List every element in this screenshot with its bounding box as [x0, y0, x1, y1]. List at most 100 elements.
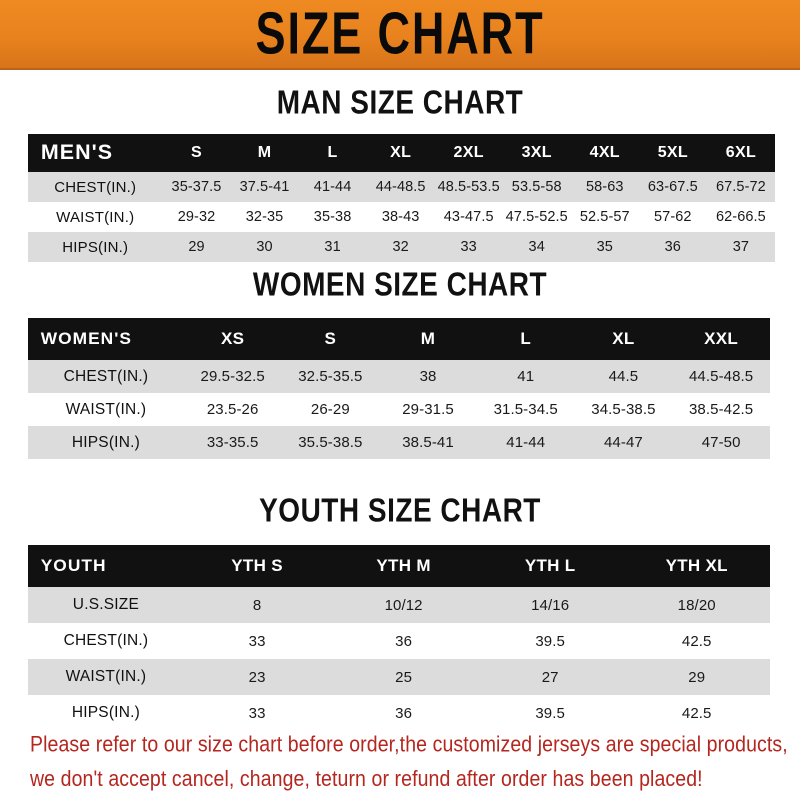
measurement-cell: 53.5-58 [511, 179, 562, 195]
column-header: 4XL [589, 144, 620, 161]
youth-section-title: YOUTH SIZE CHART [259, 492, 541, 529]
measurement-cell: 29-32 [177, 209, 216, 225]
column-header: 6XL [725, 144, 757, 161]
measurement-cell: 10/12 [384, 596, 423, 614]
measurement-cell: 35-38 [313, 209, 352, 225]
measurement-cell: 39.5 [535, 632, 565, 650]
table-row: WAIST(IN.) 23 25 27 29 [28, 659, 770, 695]
measurement-cell: 47-50 [701, 434, 741, 451]
row-label: HIPS(IN.) [62, 238, 129, 256]
measurement-cell: 44.5 [608, 368, 639, 385]
women-size-table: WOMEN'S XS S M L XL XXL CHEST(IN.) 29.5-32.5 32.5… [28, 318, 770, 459]
measurement-cell: 25 [395, 668, 413, 686]
column-header: 3XL [521, 144, 552, 161]
table-header-row: MEN'S S M L XL 2XL 3XL 4XL 5XL 6XL [28, 134, 775, 172]
measurement-cell: 39.5 [535, 704, 565, 722]
measurement-cell: 35.5-38.5 [298, 434, 363, 451]
row-label: U.S.SIZE [72, 596, 139, 613]
measurement-cell: 42.5 [681, 704, 712, 722]
measurement-cell: 47.5-52.5 [505, 209, 568, 225]
measurement-cell: 31.5-34.5 [493, 401, 558, 418]
column-header: M [420, 329, 436, 348]
order-policy-note-line1: Please refer to our size chart before or… [30, 732, 788, 758]
banner-title: SIZE CHART [255, 0, 545, 67]
measurement-cell: 18/20 [677, 596, 716, 614]
man-size-table: MEN'S S M L XL 2XL 3XL 4XL 5XL 6XL CHEST(IN.) 35-37… [28, 134, 775, 262]
row-label: HIPS(IN.) [71, 704, 140, 721]
table-row: HIPS(IN.) 29 30 31 32 33 34 35 36 37 [28, 232, 775, 262]
measurement-cell: 41 [517, 368, 535, 385]
measurement-cell: 30 [256, 239, 273, 255]
measurement-cell: 52.5-57 [579, 209, 630, 225]
measurement-cell: 33 [248, 632, 266, 650]
measurement-cell: 36 [664, 239, 681, 255]
row-label: CHEST(IN.) [54, 178, 137, 196]
column-header: 5XL [657, 144, 688, 161]
row-label: WAIST(IN.) [65, 400, 147, 418]
page-banner: SIZE CHART [0, 0, 800, 70]
measurement-cell: 67.5-72 [715, 179, 766, 195]
measurement-cell: 32 [392, 239, 409, 255]
column-header: 2XL [453, 144, 484, 161]
women-section-title: WOMEN SIZE CHART [252, 266, 548, 303]
measurement-cell: 29.5-32.5 [200, 368, 265, 385]
table-header-row: WOMEN'S XS S M L XL XXL [28, 318, 770, 360]
table-row: WAIST(IN.) 29-32 32-35 35-38 38-43 43-47.5 47.… [28, 202, 775, 232]
measurement-cell: 14/16 [531, 596, 570, 614]
row-label: HIPS(IN.) [71, 433, 140, 451]
measurement-cell: 38.5-41 [402, 434, 454, 451]
measurement-cell: 44.5-48.5 [688, 368, 754, 385]
measurement-cell: 36 [395, 632, 413, 650]
measurement-cell: 37.5-41 [239, 179, 290, 195]
measurement-cell: 44-47 [603, 434, 643, 451]
measurement-cell: 38-43 [381, 209, 420, 225]
measurement-cell: 32.5-35.5 [298, 368, 363, 385]
measurement-cell: 29 [688, 668, 706, 686]
column-header: YTH M [376, 556, 431, 575]
table-header-row: YOUTH YTH S YTH M YTH L YTH XL [28, 545, 770, 587]
measurement-cell: 44-48.5 [375, 179, 426, 195]
row-label: WAIST(IN.) [56, 208, 135, 226]
table-corner-label: MEN'S [40, 141, 114, 164]
measurement-cell: 34.5-38.5 [591, 401, 656, 418]
order-policy-note-line2: we don't accept cancel, change, teturn o… [30, 767, 703, 792]
table-row: U.S.SIZE 8 10/12 14/16 18/20 [28, 587, 770, 623]
column-header: L [327, 144, 338, 161]
measurement-cell: 27 [541, 668, 559, 686]
column-header: YTH S [231, 556, 283, 575]
youth-size-table: YOUTH YTH S YTH M YTH L YTH XL U.S.SIZE 8 10/12… [28, 545, 770, 731]
measurement-cell: 8 [252, 596, 262, 614]
measurement-cell: 23.5-26 [206, 401, 259, 418]
order-policy-note: Please refer to our size chart before or… [30, 728, 788, 797]
measurement-cell: 32-35 [245, 209, 284, 225]
measurement-cell: 41-44 [506, 434, 546, 451]
measurement-cell: 62-66.5 [715, 209, 766, 225]
measurement-cell: 23 [248, 668, 266, 686]
column-header: YTH XL [665, 556, 728, 575]
measurement-cell: 33 [460, 239, 477, 255]
table-corner-label: WOMEN'S [40, 329, 132, 348]
measurement-cell: 57-62 [654, 209, 692, 225]
table-row: CHEST(IN.) 33 36 39.5 42.5 [28, 623, 770, 659]
measurement-cell: 29-31.5 [402, 401, 454, 418]
measurement-cell: 38 [419, 368, 437, 385]
table-corner-label: YOUTH [40, 556, 107, 575]
table-row: CHEST(IN.) 35-37.5 37.5-41 41-44 44-48.5 48.5… [28, 172, 775, 202]
measurement-cell: 36 [395, 704, 413, 722]
column-header: S [191, 144, 202, 161]
measurement-cell: 29 [188, 239, 205, 255]
measurement-cell: 58-63 [585, 179, 624, 195]
measurement-cell: 33-35.5 [206, 434, 259, 451]
measurement-cell: 63-67.5 [647, 179, 698, 195]
man-section-title: MAN SIZE CHART [276, 84, 524, 121]
column-header: XXL [704, 329, 739, 348]
measurement-cell: 41-44 [313, 179, 352, 195]
table-row: HIPS(IN.) 33-35.5 35.5-38.5 38.5-41 41-44 44-… [28, 426, 770, 459]
measurement-cell: 35-37.5 [171, 179, 222, 195]
column-header: XL [612, 329, 635, 348]
row-label: CHEST(IN.) [63, 632, 149, 649]
measurement-cell: 35 [596, 239, 613, 255]
column-header: XL [390, 144, 412, 161]
column-header: YTH L [524, 556, 576, 575]
